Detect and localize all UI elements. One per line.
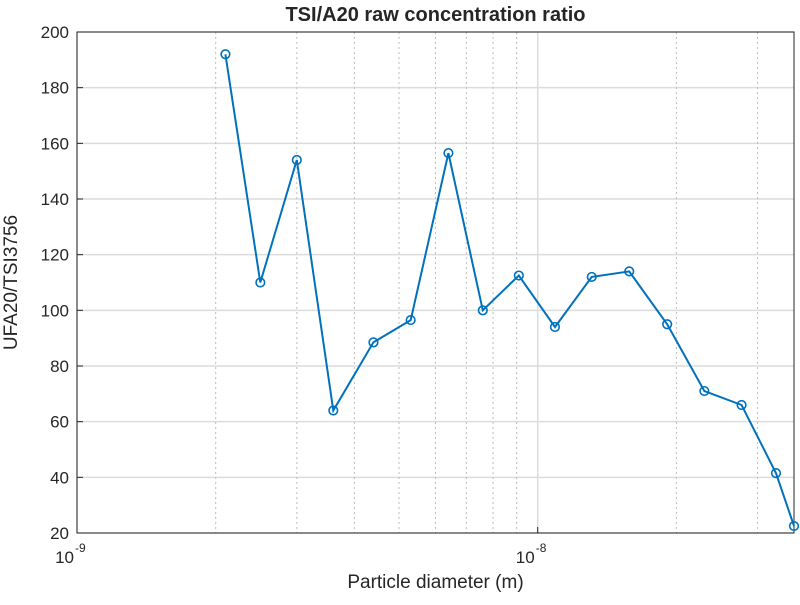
data-point-marker <box>443 147 454 159</box>
x-tick-label-exponent: -8 <box>536 541 547 555</box>
data-point-marker <box>513 270 524 281</box>
data-point-marker <box>255 277 266 288</box>
chart-title: TSI/A20 raw concentration ratio <box>285 4 585 26</box>
x-axis-label: Particle diameter (m) <box>347 572 523 593</box>
data-point-marker <box>405 314 416 326</box>
data-point-marker <box>788 520 800 532</box>
data-point-marker <box>662 319 673 330</box>
data-point-marker <box>220 49 231 60</box>
data-point-marker <box>699 385 710 397</box>
y-tick-label: 120 <box>41 246 69 265</box>
data-point-marker <box>549 321 561 333</box>
y-tick-label: 100 <box>41 301 69 320</box>
data-point-marker <box>736 399 747 411</box>
y-tick-label: 40 <box>50 468 69 487</box>
grid <box>76 31 794 534</box>
y-tick-label: 180 <box>41 79 69 98</box>
data-point-marker <box>477 305 488 316</box>
data-point-marker <box>368 337 379 348</box>
x-tick-label-base: 10 <box>516 548 535 567</box>
series-line <box>224 54 795 527</box>
data-point-marker <box>624 266 635 277</box>
y-tick-label: 80 <box>50 357 69 376</box>
data-point-marker <box>586 271 597 283</box>
x-tick-label-base: 10 <box>55 548 74 567</box>
y-tick-label: 200 <box>41 23 69 42</box>
axes-box <box>76 31 795 534</box>
y-tick-label: 60 <box>50 413 69 432</box>
y-tick-label: 140 <box>41 190 69 209</box>
data-point-marker <box>291 154 302 166</box>
data-point-marker <box>770 468 782 479</box>
y-tick-label: 160 <box>41 134 69 153</box>
x-tick-label-exponent: -9 <box>75 541 86 555</box>
y-axis-label: UFA20/TSI3756 <box>1 215 22 350</box>
series <box>220 49 800 532</box>
data-point-marker <box>328 405 339 416</box>
y-tick-label: 20 <box>50 524 69 543</box>
